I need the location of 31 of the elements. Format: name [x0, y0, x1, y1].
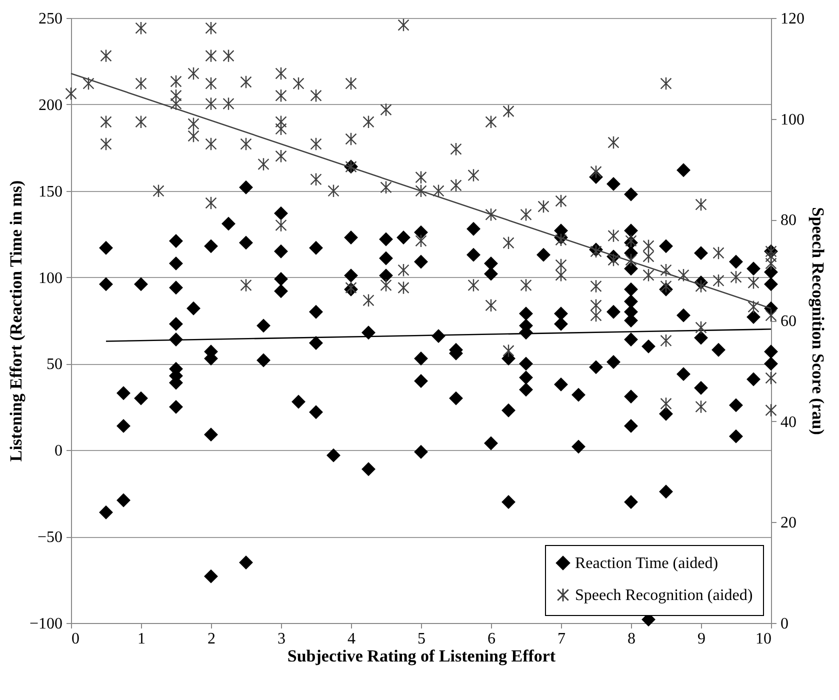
y-tick-label: 100	[38, 270, 62, 287]
x-tick-label: 7	[558, 630, 566, 648]
x-tick-label: 0	[72, 630, 80, 648]
y-tick-label: 50	[46, 356, 62, 374]
y-axis-title: Listening Effort (Reaction Time in ms)	[6, 180, 26, 462]
y-tick-label: 200	[38, 96, 62, 114]
y-tick-label: −100	[29, 616, 62, 632]
x-axis-title: Subjective Rating of Listening Effort	[287, 646, 556, 666]
y-tick-label: −50	[37, 529, 62, 546]
y2-tick-label: 100	[780, 111, 804, 128]
x-tick-label: 3	[278, 630, 286, 648]
y2-tick-label: 0	[780, 616, 788, 632]
y2-tick-label: 80	[780, 212, 796, 230]
y-tick-label: 0	[54, 442, 62, 460]
y2-tick-label: 20	[780, 514, 796, 532]
x-tick-label: 8	[628, 630, 636, 648]
y2-tick-label: 40	[780, 414, 796, 431]
x-tick-label: 10	[756, 630, 772, 648]
y2-axis-title: Speech Recognition Score (rau)	[808, 207, 828, 435]
x-tick-label: 6	[488, 630, 496, 648]
legend-label: Reaction Time (aided)	[575, 555, 718, 572]
x-tick-label: 5	[418, 630, 426, 648]
x-tick-label: 2	[208, 630, 216, 648]
x-tick-label: 9	[698, 630, 706, 648]
y-tick-label: 150	[38, 183, 62, 200]
y2-tick-label: 120	[780, 10, 804, 28]
y2-tick-label: 60	[780, 313, 796, 330]
y-tick-label: 250	[38, 10, 62, 28]
legend-label: Speech Recognition (aided)	[575, 587, 753, 604]
x-tick-label: 4	[348, 630, 356, 648]
x-tick-label: 1	[138, 630, 146, 648]
